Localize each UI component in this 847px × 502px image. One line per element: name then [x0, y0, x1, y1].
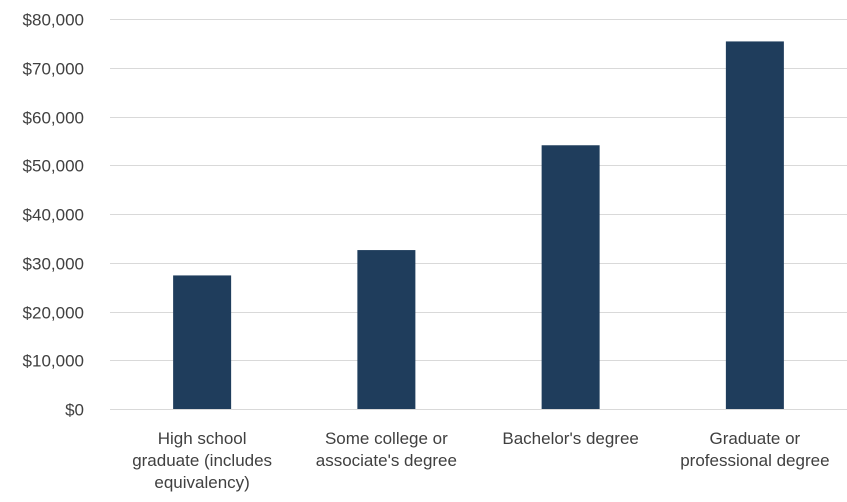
x-category-label-line: graduate (includes [132, 451, 272, 470]
y-tick-label: $50,000 [23, 157, 84, 176]
bars [173, 41, 784, 410]
x-category-label: Bachelor's degree [502, 429, 639, 448]
y-tick-label: $40,000 [23, 206, 84, 225]
y-axis-tick-labels: $0 $10,000 $20,000 $30,000 $40,000 $50,000 $60… [23, 11, 84, 420]
bar [357, 250, 416, 409]
y-tick-label: $10,000 [23, 352, 84, 371]
x-axis-category-labels: High school graduate (includes equivalency… [132, 429, 829, 492]
y-tick-label: $20,000 [23, 304, 84, 323]
x-category-label-line: Some college or [325, 429, 448, 448]
y-tick-label: $60,000 [23, 109, 84, 128]
bar [725, 41, 784, 410]
x-category-label-line: High school [158, 429, 247, 448]
x-category-label-line: Graduate or [710, 429, 801, 448]
x-category-label-line: Bachelor's degree [502, 429, 639, 448]
x-category-label-line: professional degree [680, 451, 829, 470]
x-category-label: High school graduate (includes equivalency… [132, 429, 272, 492]
y-tick-label: $30,000 [23, 255, 84, 274]
x-category-label-line: associate's degree [316, 451, 457, 470]
bar [541, 145, 600, 409]
y-tick-label: $80,000 [23, 11, 84, 30]
x-category-label-line: equivalency) [154, 473, 249, 492]
bar [173, 275, 232, 409]
x-category-label: Graduate or professional degree [680, 429, 829, 470]
gridlines [110, 19, 847, 410]
y-tick-label: $0 [65, 401, 84, 420]
y-tick-label: $70,000 [23, 60, 84, 79]
x-category-label: Some college or associate's degree [316, 429, 457, 470]
